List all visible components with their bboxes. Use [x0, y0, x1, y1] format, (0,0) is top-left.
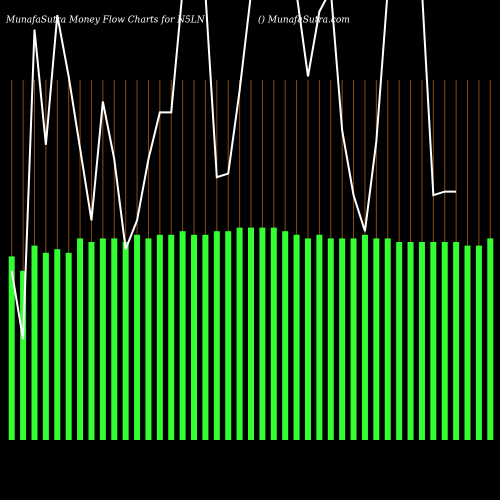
bar — [202, 234, 209, 440]
chart-title: MunafaSutra Money Flow Charts for N5LN — [5, 16, 206, 26]
bar — [248, 227, 254, 440]
bar — [191, 234, 198, 440]
line — [10, 0, 457, 340]
bar — [316, 234, 323, 440]
bar — [487, 238, 494, 440]
bar — [134, 234, 141, 440]
bar — [54, 249, 61, 440]
bar — [350, 238, 357, 440]
bar — [145, 238, 152, 440]
bar — [77, 238, 84, 440]
bar — [31, 245, 38, 440]
bar — [88, 242, 95, 440]
bar — [156, 234, 163, 440]
bar — [384, 238, 391, 440]
bar — [396, 242, 403, 440]
bar — [225, 231, 232, 440]
bar — [464, 245, 471, 440]
bar — [65, 252, 72, 440]
bar — [441, 242, 448, 440]
bar — [373, 238, 380, 440]
bar — [111, 238, 118, 440]
bar — [282, 231, 289, 440]
bar — [168, 234, 175, 440]
bar — [339, 238, 346, 440]
bar — [304, 238, 311, 440]
bar — [327, 238, 334, 440]
bar — [270, 227, 277, 440]
bar — [418, 242, 425, 440]
bar — [20, 270, 27, 440]
bar — [99, 238, 106, 440]
bar — [361, 234, 368, 440]
bar — [430, 242, 437, 440]
bar — [8, 256, 15, 440]
bar — [293, 234, 300, 440]
bar — [453, 242, 460, 440]
bar — [213, 231, 220, 440]
bar — [122, 242, 129, 440]
bar — [42, 252, 49, 440]
bar — [475, 245, 482, 440]
chart-subtitle: () MunafaSutra.com — [258, 15, 350, 26]
bar — [259, 227, 266, 440]
bar — [236, 227, 243, 440]
bar — [407, 242, 414, 440]
bar — [179, 231, 186, 440]
